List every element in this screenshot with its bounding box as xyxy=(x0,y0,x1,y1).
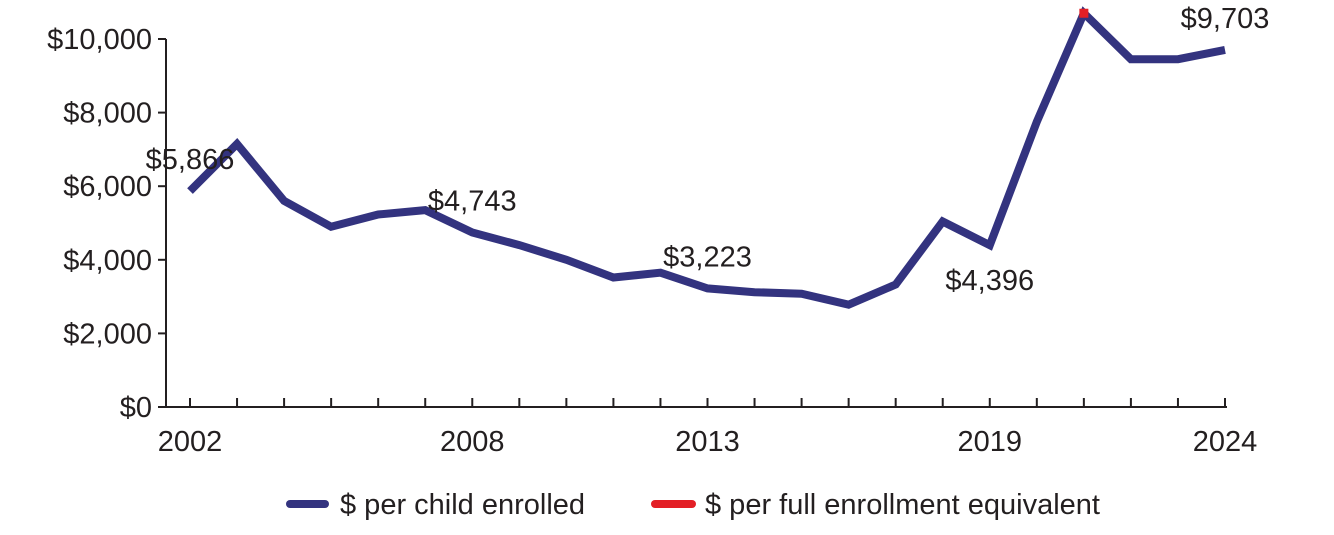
data-label-2013: $3,223 xyxy=(663,241,752,273)
x-tick-label: 2002 xyxy=(158,426,223,458)
y-tick-label: $10,000 xyxy=(47,24,152,56)
series-line-1 xyxy=(187,6,1226,309)
legend-label-2: $ per full enrollment equivalent xyxy=(705,489,1100,521)
y-tick-label: $8,000 xyxy=(63,98,152,130)
x-tick-label: 2024 xyxy=(1193,426,1258,458)
data-label-2019: $4,396 xyxy=(945,265,1034,297)
data-label-2024: $9,703 xyxy=(1181,3,1270,35)
y-tick-label: $4,000 xyxy=(63,245,152,277)
data-label-2002: $5,866 xyxy=(146,144,235,176)
x-tick-label: 2013 xyxy=(675,426,740,458)
y-tick-label: $0 xyxy=(120,392,152,424)
legend-label-1: $ per child enrolled xyxy=(340,489,585,521)
x-tick-label: 2008 xyxy=(440,426,505,458)
y-tick-label: $2,000 xyxy=(63,318,152,350)
data-label-2008: $4,743 xyxy=(428,185,517,217)
y-tick-label: $6,000 xyxy=(63,171,152,203)
x-tick-label: 2019 xyxy=(958,426,1023,458)
series-2-point-2021 xyxy=(1079,8,1089,18)
